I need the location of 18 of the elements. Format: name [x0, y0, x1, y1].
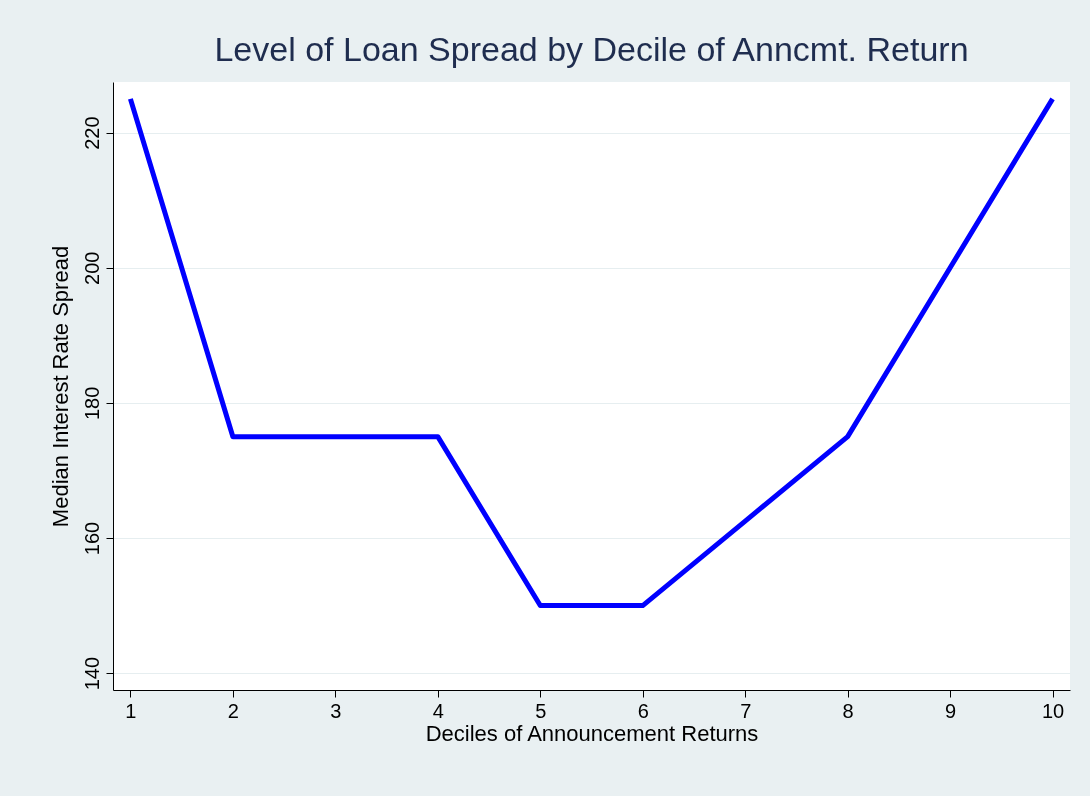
- y-tick-label: 140: [80, 656, 103, 691]
- y-tick-label: 160: [80, 521, 103, 556]
- x-tick-label: 5: [535, 699, 547, 722]
- x-tick-label: 3: [330, 699, 342, 722]
- y-axis-title: Median Interest Rate Spread: [47, 245, 73, 528]
- x-tick-label: 2: [227, 699, 239, 722]
- chart-title: Level of Loan Spread by Decile of Anncmt. Return: [214, 30, 969, 68]
- x-tick-label: 7: [740, 699, 752, 722]
- x-tick-label: 9: [945, 699, 957, 722]
- y-tick-label: 180: [80, 386, 103, 421]
- x-tick-label: 6: [637, 699, 649, 722]
- y-tick-label: 220: [80, 116, 103, 150]
- x-tick-label: 1: [125, 699, 137, 722]
- y-tick-label: 200: [80, 251, 103, 285]
- x-tick-label: 4: [432, 699, 444, 722]
- x-tick-label: 10: [1041, 699, 1065, 722]
- x-tick-label: 8: [842, 699, 854, 722]
- x-axis-title: Deciles of Announcement Returns: [425, 720, 759, 746]
